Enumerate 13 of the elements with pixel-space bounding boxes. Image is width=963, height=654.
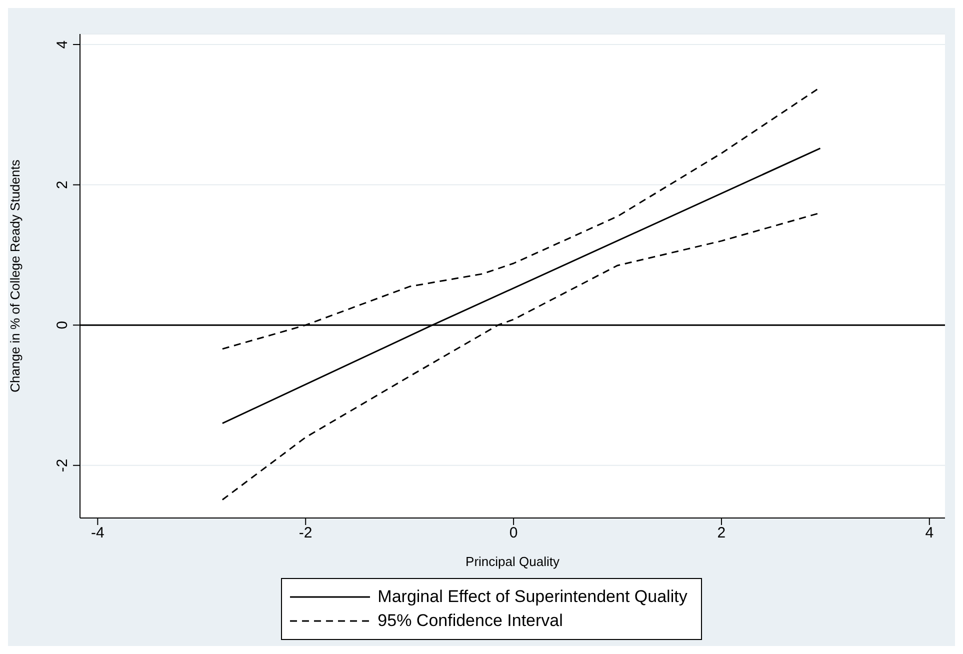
x-tick-label: 4	[925, 524, 934, 542]
y-tick-label: -2	[54, 458, 71, 472]
y-tick-label: 2	[54, 180, 71, 189]
legend-label: Marginal Effect of Superintendent Quality	[378, 587, 688, 607]
y-axis-title: Change in % of College Ready Students	[8, 159, 23, 392]
x-axis-title: Principal Quality	[466, 554, 560, 569]
x-tick-label: -2	[298, 524, 312, 542]
x-tick-label: 2	[717, 524, 726, 542]
legend-label: 95% Confidence Interval	[378, 611, 563, 631]
x-tick-label: 0	[509, 524, 518, 542]
x-tick-label: -4	[91, 524, 104, 542]
y-tick-label: 0	[54, 320, 71, 330]
y-tick-label: 4	[54, 40, 71, 49]
